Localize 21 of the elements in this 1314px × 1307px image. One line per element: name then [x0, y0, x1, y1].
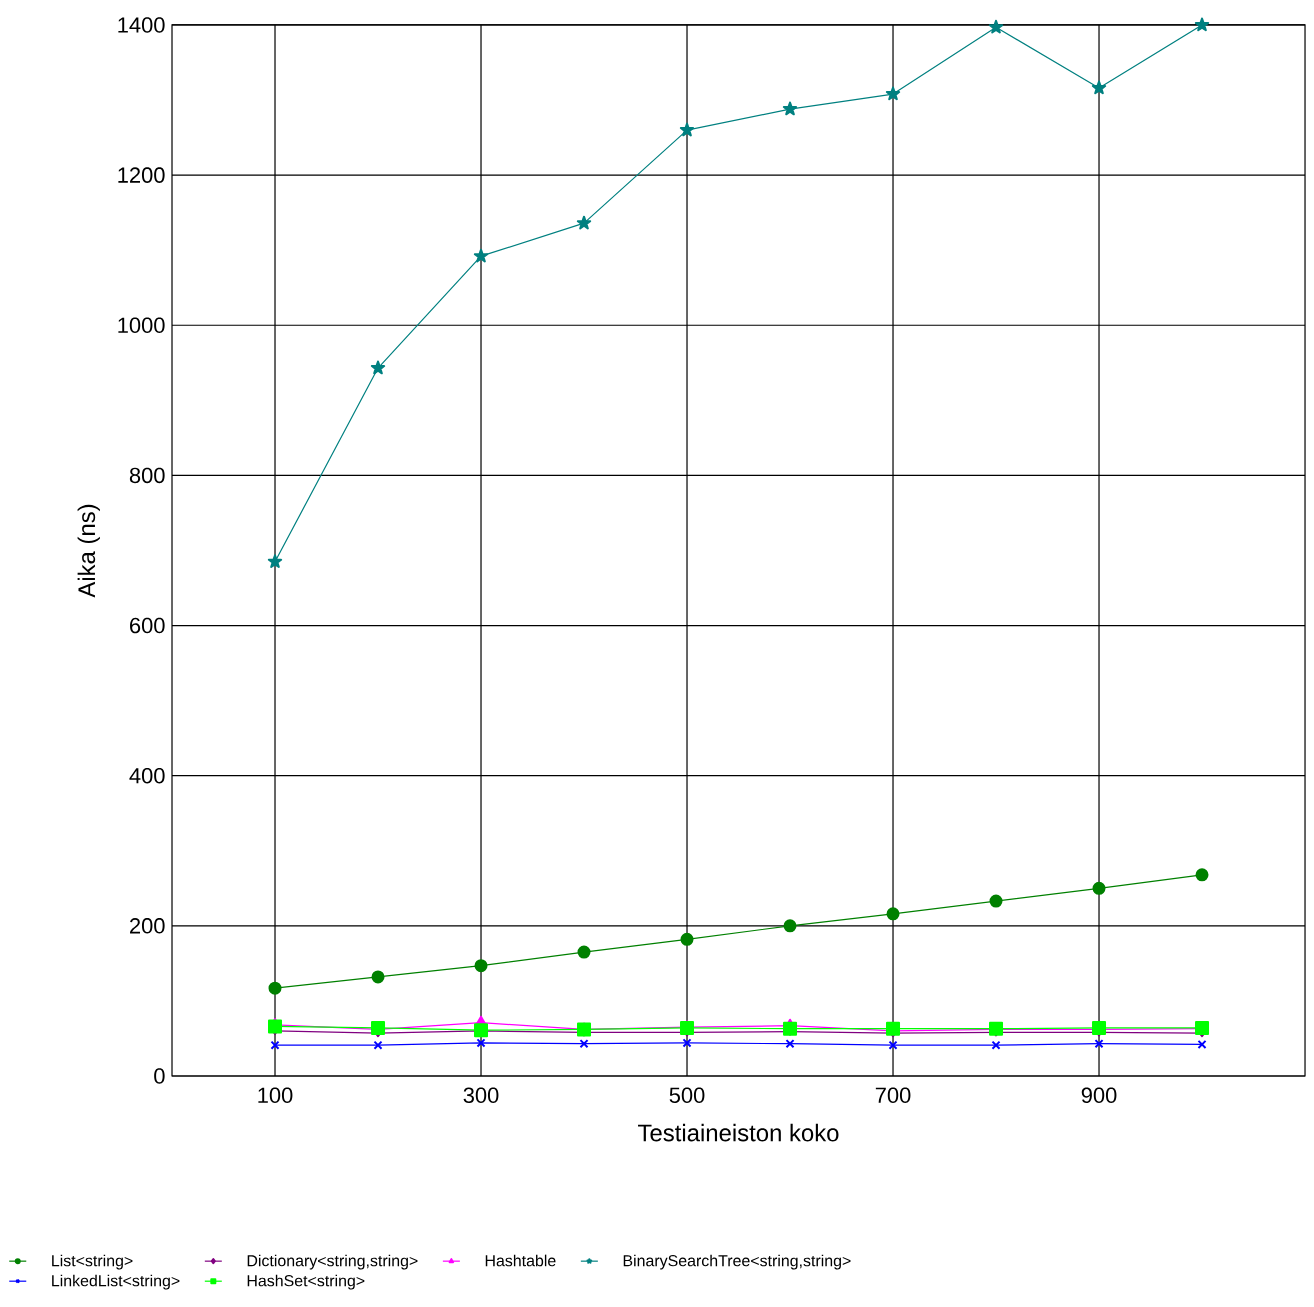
legend-label: BinarySearchTree<string,string> — [623, 1254, 851, 1270]
y-tick-label: 800 — [129, 467, 165, 484]
y-tick-label: 1400 — [118, 17, 165, 33]
y-tick-label: 1000 — [118, 317, 165, 334]
y-tick-label: 400 — [129, 767, 165, 784]
y-axis-title: Aika (ns) — [77, 504, 100, 598]
x-tick-label: 500 — [669, 1087, 705, 1104]
legend-label: Hashtable — [485, 1254, 556, 1267]
y-tick-label: 200 — [130, 918, 165, 934]
legend-label: HashSet<string> — [247, 1274, 365, 1290]
x-tick-label: 300 — [463, 1087, 499, 1104]
y-tick-label: 0 — [154, 1068, 165, 1084]
legend-label: Dictionary<string,string> — [247, 1254, 418, 1270]
y-tick-label: 600 — [130, 617, 165, 634]
y-tick-label: 1200 — [118, 167, 165, 183]
x-tick-label: 900 — [1081, 1087, 1117, 1104]
legend-label: LinkedList<string> — [52, 1274, 180, 1290]
x-tick-label: 100 — [258, 1087, 293, 1104]
legend-label: List<string> — [52, 1254, 133, 1270]
x-axis-title: Testiaineiston koko — [638, 1123, 839, 1142]
x-tick-label: 700 — [875, 1087, 911, 1104]
